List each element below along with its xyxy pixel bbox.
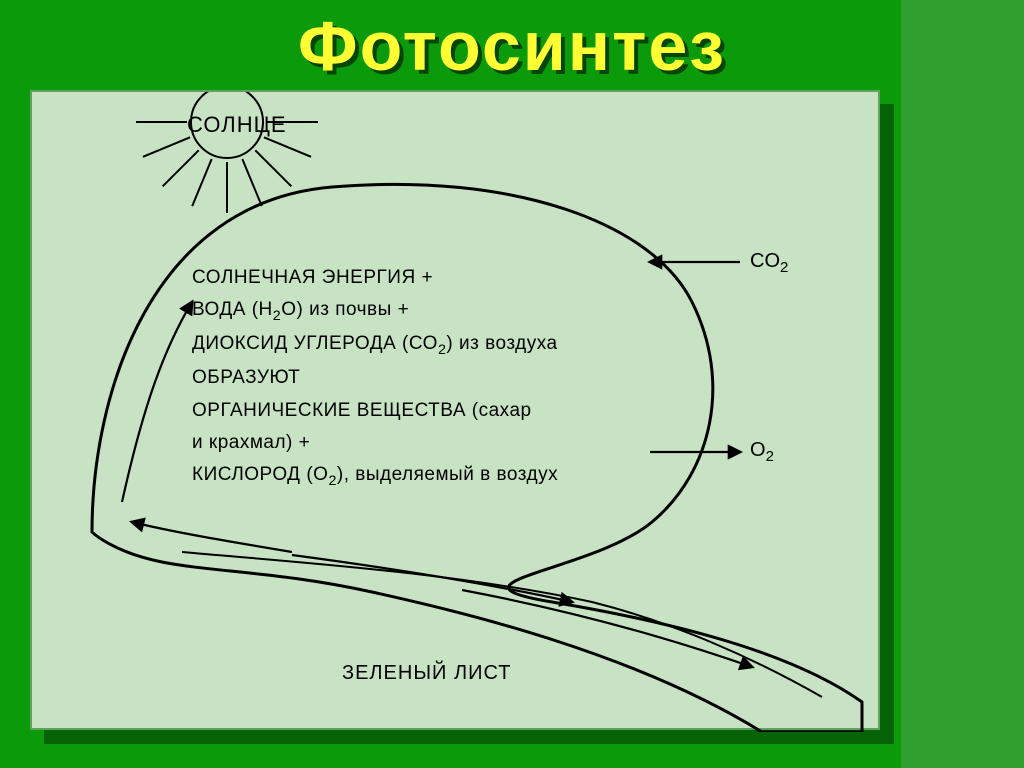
process-text: СОЛНЕЧНАЯ ЭНЕРГИЯ +ВОДА (H2O) из почвы +… bbox=[192, 262, 652, 493]
slide: Фотосинтез СОЛНЦЕ СОЛНЕЧНАЯ ЭНЕРГИЯ +ВОД… bbox=[0, 0, 1024, 768]
slide-title: Фотосинтез bbox=[0, 6, 1024, 86]
diagram-panel: СОЛНЦЕ СОЛНЕЧНАЯ ЭНЕРГИЯ +ВОДА (H2O) из … bbox=[30, 90, 880, 730]
leaf-caption: ЗЕЛЕНЫЙ ЛИСТ bbox=[342, 662, 511, 685]
sun-label: СОЛНЦЕ bbox=[187, 112, 287, 138]
co2-label: CO2 bbox=[750, 250, 788, 276]
o2-label: O2 bbox=[750, 439, 774, 465]
